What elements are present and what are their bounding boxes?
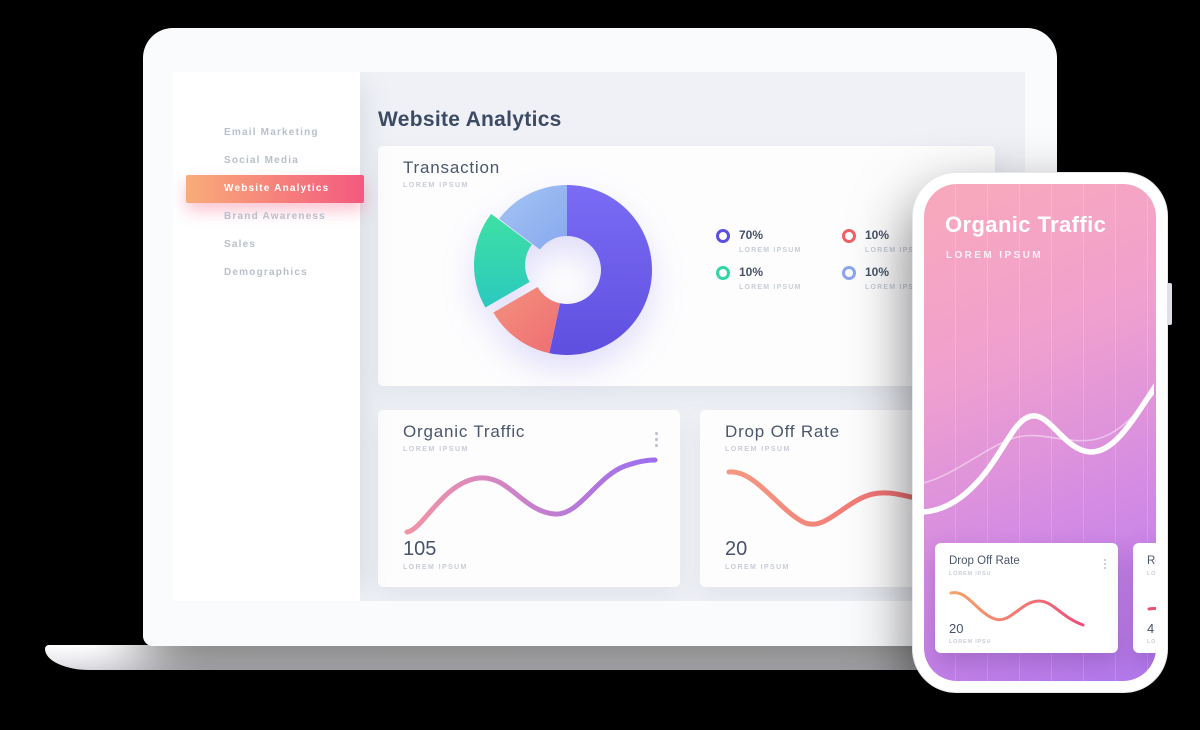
sidebar-item-demographics[interactable]: Demographics [224, 267, 308, 278]
drop-off-rate-value: 20 [725, 538, 748, 560]
phone-second-card-subtitle: LO [1147, 571, 1156, 577]
sidebar-item-sales[interactable]: Sales [224, 239, 257, 250]
laptop-mockup: Email Marketing Social Media Website Ana… [143, 28, 1057, 646]
transaction-card: Transaction LOREM IPSUM [378, 146, 995, 386]
donut-slice-coral [493, 287, 560, 354]
organic-traffic-line-chart [404, 457, 658, 535]
legend-item-red: 10% LOREM IPSUM [842, 226, 968, 263]
phone-screen: Organic Traffic LOREM IPSUM Drop Off Rat… [924, 184, 1156, 681]
donut-slice-blue [499, 185, 567, 250]
phone-page-subtitle: LOREM IPSUM [946, 250, 1043, 261]
transaction-donut-chart [469, 172, 665, 368]
drop-off-rate-title: Drop Off Rate [725, 422, 840, 441]
legend-item-green: 10% LOREM IPSUM [716, 263, 842, 300]
sidebar-item-website-analytics[interactable]: Website Analytics [186, 175, 364, 203]
legend-item-blue: 10% LOREM IPSUM [842, 263, 968, 300]
legend-ring-icon [842, 266, 856, 280]
legend-ring-icon [842, 229, 856, 243]
phone-wave-chart [924, 383, 1154, 515]
legend-ring-icon [716, 229, 730, 243]
legend-item-purple: 70% LOREM IPSUM [716, 226, 842, 263]
phone-side-button [1167, 283, 1172, 325]
legend-percent: 10% [865, 265, 890, 279]
phone-second-card-title: Re [1147, 555, 1156, 567]
organic-traffic-value: 105 [403, 538, 437, 560]
phone-mockup: Organic Traffic LOREM IPSUM Drop Off Rat… [912, 172, 1172, 693]
organic-traffic-value-label: LOREM IPSUM [403, 564, 468, 571]
transaction-card-title: Transaction [403, 158, 500, 177]
drop-off-rate-value-label: LOREM IPSUM [725, 564, 790, 571]
kebab-menu-icon[interactable] [1104, 563, 1106, 565]
phone-second-card-line-chart [1147, 606, 1156, 611]
sidebar-item-brand-awareness[interactable]: Brand Awareness [224, 211, 326, 222]
laptop-screen: Email Marketing Social Media Website Ana… [173, 72, 1025, 601]
legend-percent: 10% [865, 228, 890, 242]
donut-legend: 70% LOREM IPSUM 10% LOREM IPSUM 10% LORE… [716, 226, 968, 300]
legend-label: LOREM IPSUM [739, 247, 802, 254]
phone-drop-off-value: 20 [949, 621, 964, 636]
legend-label: LOREM IPSUM [865, 247, 928, 254]
sidebar-item-social-media[interactable]: Social Media [224, 155, 299, 166]
phone-drop-off-line-chart [949, 591, 1085, 627]
page-title: Website Analytics [378, 108, 562, 132]
donut-chart-svg [474, 185, 653, 355]
phone-second-card: Re LO 4 LO [1133, 543, 1156, 653]
drop-off-rate-subtitle: LOREM IPSUM [725, 446, 791, 453]
phone-second-card-value: 4 [1147, 621, 1155, 636]
legend-label: LOREM IPSUM [865, 284, 928, 291]
transaction-card-subtitle: LOREM IPSUM [403, 182, 469, 189]
phone-drop-off-subtitle: LOREM IPSU [949, 571, 992, 577]
organic-traffic-card: Organic Traffic LOREM IPSUM 105 LOREM IP… [378, 410, 680, 587]
sidebar-item-email-marketing[interactable]: Email Marketing [224, 127, 319, 138]
legend-percent: 70% [739, 228, 764, 242]
kebab-menu-icon[interactable] [655, 438, 658, 441]
phone-drop-off-value-label: LOREM IPSU [949, 639, 992, 645]
phone-second-card-value-label: LO [1147, 639, 1156, 645]
donut-slice-purple [549, 185, 653, 355]
phone-page-title: Organic Traffic [945, 212, 1107, 237]
sidebar: Email Marketing Social Media Website Ana… [173, 72, 364, 601]
organic-traffic-subtitle: LOREM IPSUM [403, 446, 469, 453]
legend-ring-icon [716, 266, 730, 280]
legend-label: LOREM IPSUM [739, 284, 802, 291]
organic-traffic-title: Organic Traffic [403, 422, 526, 441]
phone-drop-off-card: Drop Off Rate LOREM IPSU 20 LOREM IPSU [935, 543, 1118, 653]
legend-percent: 10% [739, 265, 764, 279]
donut-slice-green [474, 213, 532, 308]
phone-drop-off-title: Drop Off Rate [949, 555, 1020, 567]
